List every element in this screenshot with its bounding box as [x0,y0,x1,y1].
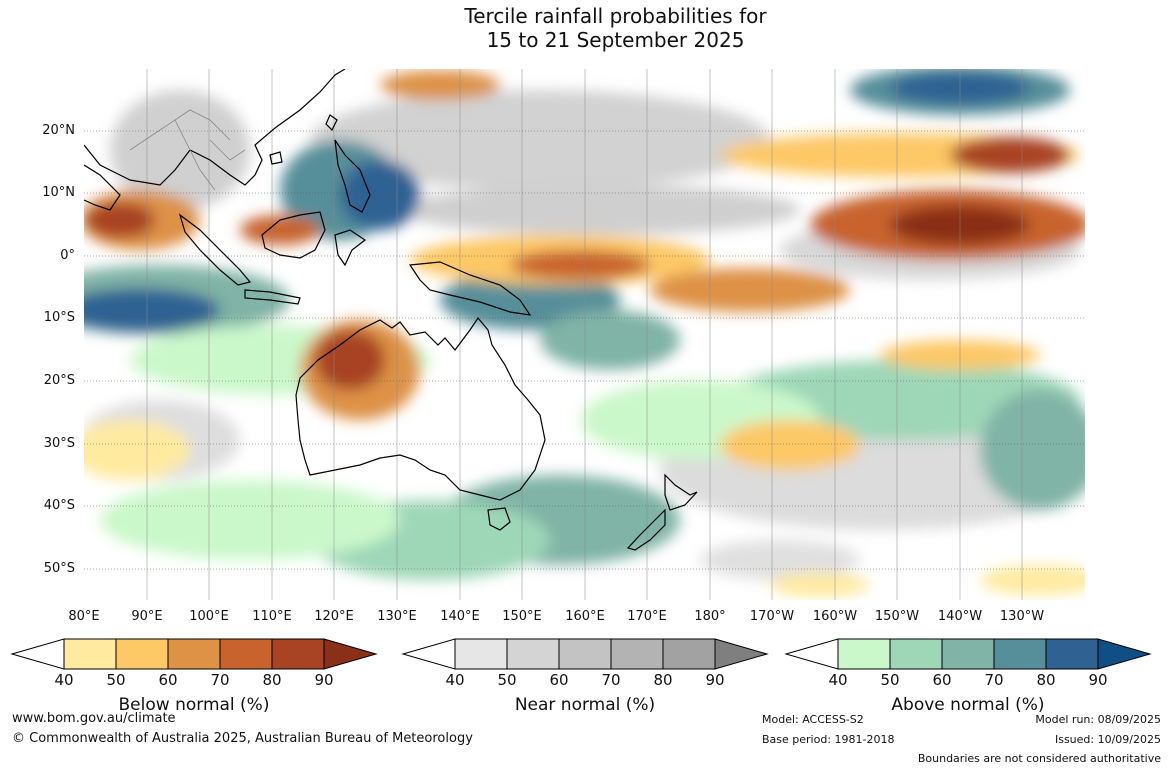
cb-near-swatch-0 [401,638,456,670]
cb-above-tick: 90 [1088,671,1108,689]
cb-above-swatch-0 [784,638,839,670]
lat-label-20s: 20°S [43,373,75,388]
above-normal-colorbar [784,638,1152,670]
footer-issued: Issued: 10/09/2025 [1054,733,1161,746]
lon-label-140e: 140°E [440,609,480,624]
lat-label-40s: 40°S [43,498,75,513]
cb-near-swatch-2 [506,638,560,670]
footer-copyright: © Commonwealth of Australia 2025, Austra… [12,731,473,746]
lat-label-30s: 30°S [43,436,75,451]
lon-label-150w: 150°W [874,609,920,624]
lon-label-150e: 150°E [502,609,542,624]
cb-above-tick: 80 [1036,671,1056,689]
sulawesi-coast [334,229,367,267]
philippines-coast [334,139,371,213]
lat-label-10s: 10°S [43,310,75,325]
cb-near-tick: 50 [497,671,517,689]
footer-base-period: Base period: 1981-2018 [762,733,895,746]
lat-label-50s: 50°S [43,561,75,576]
near-normal-colorbar [401,638,769,670]
cb-near-swatch-3 [558,638,612,670]
cb-below-tick: 50 [106,671,126,689]
cb-above-swatch-6 [1097,638,1152,670]
lon-label-170e: 170°E [627,609,667,624]
probability-field [84,69,1085,600]
lon-label-160e: 160°E [565,609,605,624]
new-zealand-north [664,473,698,511]
cb-near-tick: 70 [601,671,621,689]
lon-label-180: 180° [694,609,726,624]
footer-disclaimer: Boundaries are not considered authoritat… [917,752,1161,765]
sumatra-coast [178,213,252,286]
map-title: Tercile rainfall probabilities for 15 to… [0,4,1173,52]
cb-near-tick: 40 [445,671,465,689]
lon-label-90e: 90°E [131,609,163,624]
cb-near-tick: 80 [653,671,673,689]
tasmania-coast [487,507,511,531]
cb-below-swatch-2 [115,638,169,670]
hainan-coast [269,151,283,165]
australia-coast [295,316,546,501]
cb-near-title: Near normal (%) [514,695,656,715]
cb-above-tick: 40 [828,671,848,689]
new-guinea-coast [408,261,532,316]
lon-label-160w: 160°W [812,609,858,624]
footer-model: Model: ACCESS-S2 [762,713,864,726]
cb-above-swatch-1 [837,638,891,670]
meridians [146,69,1023,600]
lon-label-100e: 100°E [189,609,229,624]
cb-above-swatch-4 [993,638,1047,670]
lon-label-170w: 170°W [749,609,795,624]
india-coast [84,164,121,211]
footer-model-run: Model run: 08/09/2025 [1035,713,1161,726]
lat-label-20n: 20°N [42,123,75,138]
cb-above-swatch-5 [1045,638,1099,670]
lon-label-110e: 110°E [252,609,292,624]
cb-near-swatch-5 [662,638,716,670]
country-borders [129,109,246,191]
lon-label-130w: 130°W [999,609,1045,624]
cb-below-tick: 60 [158,671,178,689]
cb-below-swatch-4 [219,638,273,670]
asia-coast [84,69,346,186]
cb-below-swatch-5 [271,638,325,670]
borneo-coast [261,211,326,259]
java-coast [244,289,301,305]
cb-near-tick: 60 [549,671,569,689]
cb-below-swatch-0 [10,638,65,670]
cb-near-tick: 90 [705,671,725,689]
cb-above-swatch-2 [889,638,943,670]
lat-label-10n: 10°N [42,185,75,200]
cb-below-tick: 40 [54,671,74,689]
coastlines [84,69,698,551]
cb-below-tick: 70 [210,671,230,689]
title-line-1: Tercile rainfall probabilities for [464,4,767,28]
lon-label-140w: 140°W [937,609,983,624]
cb-below-swatch-3 [167,638,221,670]
lon-label-120e: 120°E [314,609,354,624]
lon-label-80e: 80°E [68,609,100,624]
cb-below-title: Below normal (%) [118,695,270,715]
footer-url: www.bom.gov.au/climate [12,711,176,726]
cb-above-tick: 50 [880,671,900,689]
graticule [84,130,1085,570]
title-line-2: 15 to 21 September 2025 [486,28,745,52]
cb-above-title: Above normal (%) [891,695,1045,715]
cb-above-tick: 60 [932,671,952,689]
cb-above-swatch-3 [941,638,995,670]
cb-near-swatch-6 [714,638,769,670]
lat-label-0: 0° [60,248,75,263]
taiwan-coast [325,114,338,132]
lon-label-130e: 130°E [377,609,417,624]
cb-above-tick: 70 [984,671,1004,689]
cb-near-swatch-1 [454,638,508,670]
cb-below-swatch-1 [63,638,117,670]
new-zealand-south [626,508,666,551]
cb-near-swatch-4 [610,638,664,670]
cb-below-tick: 80 [262,671,282,689]
below-normal-colorbar [10,638,378,670]
cb-below-tick: 90 [314,671,334,689]
cb-below-swatch-6 [323,638,378,670]
